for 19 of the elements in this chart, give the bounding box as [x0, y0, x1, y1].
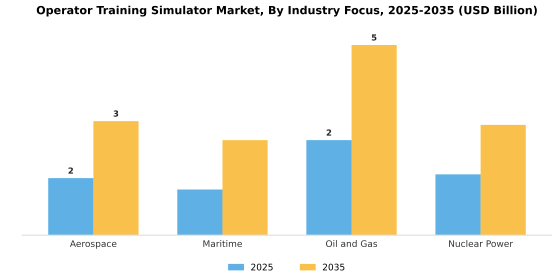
x-tick-label: Nuclear Power [449, 240, 514, 248]
legend-label: 2025 [251, 264, 273, 270]
data-label: 5 [372, 34, 376, 41]
bar [352, 45, 397, 236]
bar [480, 124, 526, 236]
legend-label: 2035 [322, 264, 344, 270]
x-tick-label: Oil and Gas [326, 240, 378, 248]
bar [306, 140, 352, 236]
bar [435, 174, 481, 236]
data-label: 2 [68, 167, 73, 174]
bar [222, 140, 268, 236]
data-label: 3 [114, 110, 118, 117]
x-tick-label: Maritime [203, 240, 242, 248]
data-label: 2 [326, 129, 332, 136]
chart-title: Operator Training Simulator Market, By Industry Focus, 2025-2035 (USD Billion) [36, 6, 537, 17]
x-tick-label: Aerospace [70, 240, 116, 249]
bar [48, 178, 94, 236]
bar [93, 121, 139, 236]
bar [177, 190, 222, 236]
